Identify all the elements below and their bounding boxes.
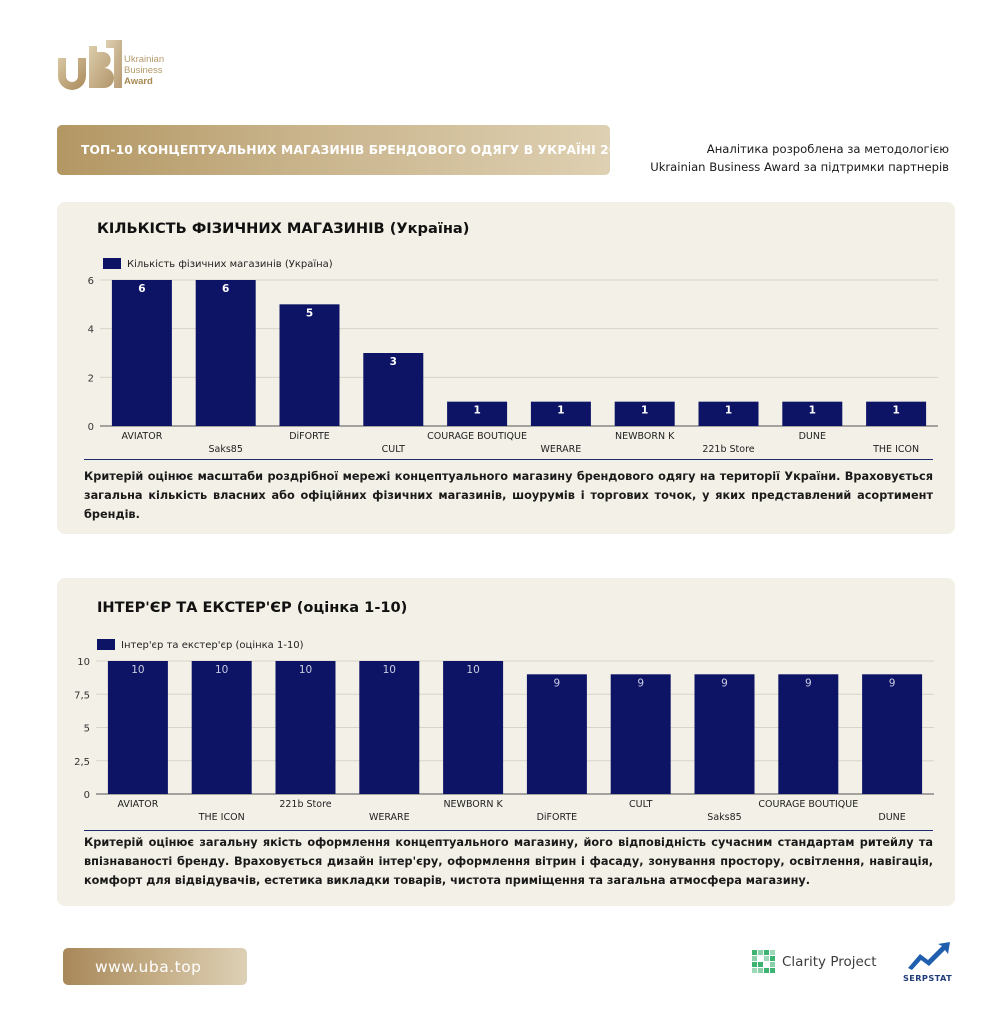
data-label: 1 [809, 405, 816, 417]
data-label: 1 [892, 405, 899, 417]
bar [447, 401, 508, 426]
data-label: 1 [473, 405, 480, 417]
x-tick-label: DUNE [878, 812, 905, 823]
bar [359, 661, 420, 794]
legend-swatch [103, 258, 121, 269]
divider [84, 459, 933, 460]
x-tick-label: DiFORTE [537, 812, 578, 823]
serpstat-chart-icon [908, 942, 950, 970]
x-tick-label: Saks85 [208, 444, 242, 455]
x-tick-label: COURAGE BOUTIQUE [427, 431, 527, 442]
x-tick-label: DiFORTE [289, 431, 330, 442]
data-label: 6 [222, 283, 229, 295]
x-tick-label: CULT [629, 799, 653, 810]
y-tick-label: 0 [84, 790, 90, 801]
chart-description: Критерій оцінює масштаби роздрібної мере… [84, 470, 933, 521]
clarity-project-logo: Clarity Project [752, 948, 877, 976]
partner-name: Clarity Project [782, 954, 877, 970]
y-tick-label: 5 [84, 724, 90, 735]
x-tick-label: CULT [382, 444, 406, 455]
chart-description: Критерій оцінює загальну якість оформлен… [84, 836, 933, 887]
x-tick-label: AVIATOR [117, 799, 158, 810]
x-tick-label: Saks85 [707, 812, 741, 823]
data-label: 3 [390, 356, 397, 368]
data-label: 10 [299, 664, 312, 676]
data-label: 10 [131, 664, 144, 676]
bar [107, 661, 168, 794]
data-label: 5 [306, 307, 313, 319]
bar [698, 401, 759, 426]
y-tick-label: 2 [88, 373, 94, 384]
data-label: 9 [554, 677, 561, 689]
bar [279, 304, 340, 426]
bar [111, 280, 172, 426]
legend-label: Кількість фізичних магазинів (Україна) [127, 258, 333, 270]
data-label: 10 [215, 664, 228, 676]
bar-chart-stores: 0 2 4 6 Кількість фізичних магазинів (Україн… [88, 258, 938, 455]
methodology-note: Аналітика розроблена за методологією Ukr… [650, 142, 949, 174]
bar [443, 661, 504, 794]
legend-swatch [97, 639, 115, 650]
y-tick-label: 7,5 [74, 690, 90, 701]
y-tick-label: 10 [77, 657, 90, 668]
serpstat-logo: SERPSTAT [900, 940, 955, 986]
data-label: 9 [805, 677, 812, 689]
data-label: 10 [466, 664, 479, 676]
x-tick-label: COURAGE BOUTIQUE [758, 799, 858, 810]
bar [862, 674, 923, 794]
x-tick-label: AVIATOR [121, 431, 162, 442]
x-tick-label: WERARE [369, 812, 410, 823]
x-tick-label: THE ICON [198, 812, 245, 823]
x-tick-label: DUNE [799, 431, 826, 442]
x-tick-label: THE ICON [872, 444, 919, 455]
partner-name: SERPSTAT [902, 973, 953, 983]
bar [191, 661, 252, 794]
bar [195, 280, 256, 426]
chart-card-stores: КІЛЬКІСТЬ ФІЗИЧНИХ МАГАЗИНІВ (Україна) 0… [57, 202, 955, 534]
website-link[interactable]: www.uba.top [63, 948, 247, 985]
chart-title: ІНТЕР'ЄР ТА ЕКСТЕР'ЄР (оцінка 1-10) [97, 599, 408, 616]
data-label: 9 [889, 677, 896, 689]
data-label: 1 [641, 405, 648, 417]
logo-text: Ukrainian Business Award [124, 54, 165, 87]
clarity-grid-icon [752, 950, 775, 973]
bar [782, 401, 843, 426]
x-tick-label: NEWBORN K [443, 799, 503, 810]
bar [694, 674, 755, 794]
page-title: ТОП-10 КОНЦЕПТУАЛЬНИХ МАГАЗИНІВ БРЕНДОВО… [57, 125, 635, 175]
divider [84, 830, 933, 831]
x-tick-label: NEWBORN K [615, 431, 675, 442]
bar [614, 401, 675, 426]
y-tick-label: 2,5 [74, 757, 90, 768]
uba-logo [58, 40, 122, 90]
bar [610, 674, 671, 794]
y-tick-label: 6 [88, 276, 94, 287]
y-tick-label: 4 [88, 325, 94, 336]
x-tick-label: 221b Store [279, 799, 331, 810]
chart-card-interior: ІНТЕР'ЄР ТА ЕКСТЕР'ЄР (оцінка 1-10) 0 2,5… [57, 578, 955, 906]
data-label: 10 [383, 664, 396, 676]
y-tick-label: 0 [88, 422, 94, 433]
data-label: 9 [637, 677, 644, 689]
data-label: 6 [138, 283, 145, 295]
data-label: 9 [721, 677, 728, 689]
bar [526, 674, 587, 794]
x-tick-label: 221b Store [702, 444, 754, 455]
bar [778, 674, 839, 794]
chart-title: КІЛЬКІСТЬ ФІЗИЧНИХ МАГАЗИНІВ (Україна) [97, 220, 470, 237]
data-label: 1 [557, 405, 564, 417]
bar [275, 661, 336, 794]
bar [530, 401, 591, 426]
bar-chart-interior: 0 2,5 5 7,5 10 Інтер'єр та екстер'єр (оцінка … [74, 639, 934, 823]
data-label: 1 [725, 405, 732, 417]
bar [363, 353, 424, 426]
x-tick-label: WERARE [541, 444, 582, 455]
bar [866, 401, 927, 426]
legend-label: Інтер'єр та екстер'єр (оцінка 1-10) [121, 639, 304, 651]
